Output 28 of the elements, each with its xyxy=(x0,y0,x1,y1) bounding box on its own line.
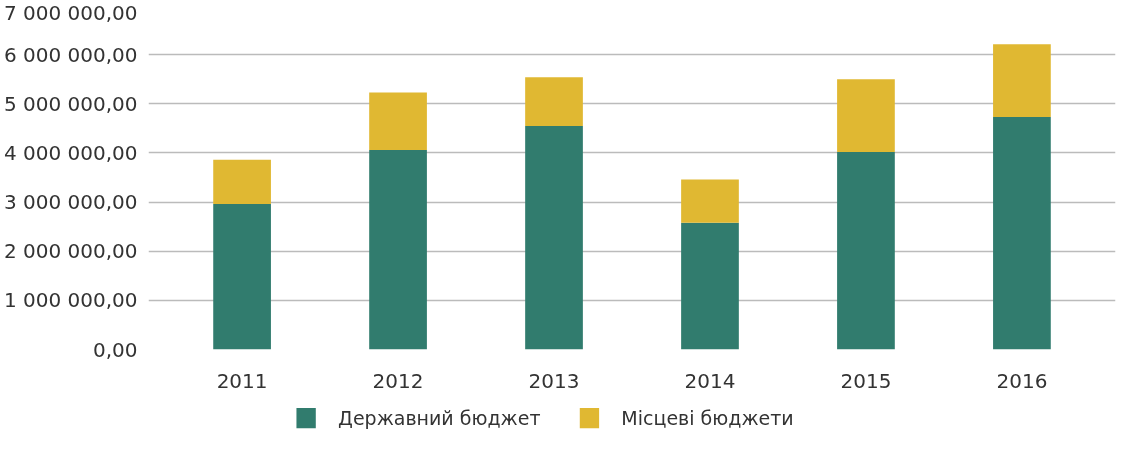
bar xyxy=(681,222,739,350)
x-tick-label: 2013 xyxy=(528,368,580,393)
y-tick-label: 6 000 000,00 xyxy=(3,42,138,67)
bar xyxy=(681,179,739,223)
bar xyxy=(525,77,583,126)
x-tick-label: 2011 xyxy=(216,368,268,393)
y-tick-label: 7 000 000,00 xyxy=(3,0,138,25)
y-tick-label: 0,00 xyxy=(92,337,138,362)
y-tick-label: 5 000 000,00 xyxy=(3,91,138,116)
legend-label: Державний бюджет xyxy=(338,407,541,429)
bar xyxy=(837,151,895,350)
bar xyxy=(993,44,1051,118)
bar xyxy=(369,92,427,150)
y-tick-label: 2 000 000,00 xyxy=(3,239,138,264)
bar xyxy=(369,149,427,350)
y-tick-label: 1 000 000,00 xyxy=(3,288,138,313)
x-tick-label: 2012 xyxy=(372,368,424,393)
x-tick-label: 2016 xyxy=(996,368,1048,393)
x-tick-label: 2014 xyxy=(684,368,736,393)
x-tick-label: 2015 xyxy=(840,368,892,393)
y-tick-label: 4 000 000,00 xyxy=(3,140,138,165)
bar xyxy=(837,79,895,152)
y-tick-label: 3 000 000,00 xyxy=(3,190,138,215)
bar xyxy=(993,117,1051,350)
legend-label: Місцеві бюджети xyxy=(621,407,794,429)
bar xyxy=(213,204,271,350)
bar xyxy=(525,125,583,350)
bar xyxy=(213,159,271,205)
